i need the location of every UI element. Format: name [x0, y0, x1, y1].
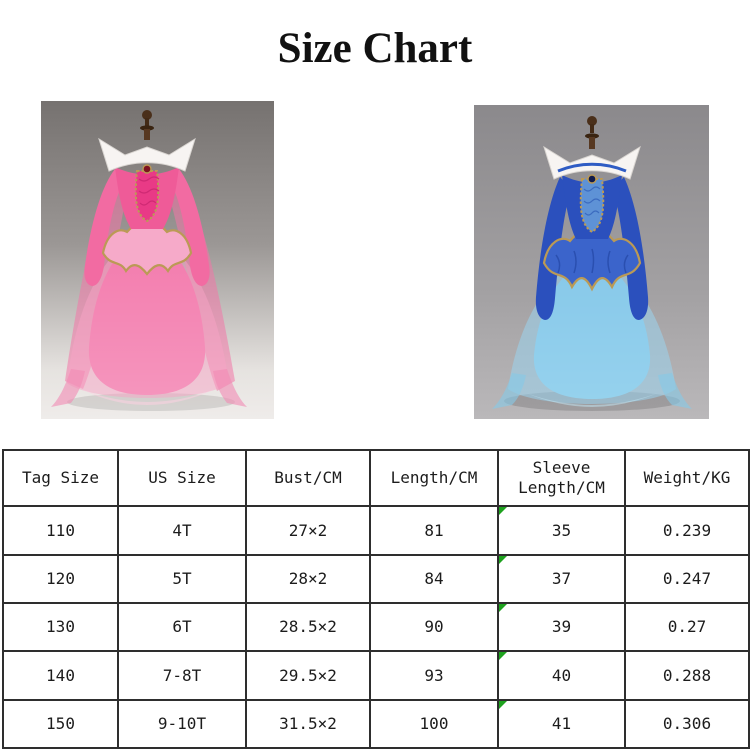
table-cell: 27×2	[245, 505, 371, 556]
table-cell: 9-10T	[117, 699, 247, 749]
table-cell: 81	[369, 505, 499, 556]
table-cell: 0.27	[624, 602, 750, 652]
col-header-sleeve: Sleeve Length/CM	[497, 449, 626, 507]
table-cell: 0.247	[624, 554, 750, 604]
brooch-gem-icon	[142, 164, 152, 174]
col-header-length: Length/CM	[369, 449, 499, 507]
table-cell: 41	[497, 699, 626, 749]
table-cell: 7-8T	[117, 650, 247, 701]
table-cell: 39	[497, 602, 626, 652]
table-cell: 140	[2, 650, 119, 701]
bodice	[115, 167, 179, 229]
table-cell: 84	[369, 554, 499, 604]
mannequin-finial-icon	[140, 110, 154, 140]
collar	[543, 145, 641, 184]
table-cell: 0.306	[624, 699, 750, 749]
product-photo-pink	[41, 101, 274, 419]
table-row: 150 9-10T 31.5×2 100 41 0.306	[2, 699, 750, 749]
table-cell: 90	[369, 602, 499, 652]
table-cell: 6T	[117, 602, 247, 652]
col-header-bust: Bust/CM	[245, 449, 371, 507]
table-cell: 0.288	[624, 650, 750, 701]
table-cell: 5T	[117, 554, 247, 604]
table-row: 130 6T 28.5×2 90 39 0.27	[2, 602, 750, 652]
blue-dress-illustration	[474, 105, 709, 419]
table-cell: 29.5×2	[245, 650, 371, 701]
table-cell: 110	[2, 505, 119, 556]
size-table: Tag Size US Size Bust/CM Length/CM Sleev…	[2, 449, 750, 749]
table-cell: 93	[369, 650, 499, 701]
table-cell: 0.239	[624, 505, 750, 556]
cell-corner-marker-icon	[499, 507, 507, 515]
table-row: 110 4T 27×2 81 35 0.239	[2, 505, 750, 556]
pink-dress-illustration	[41, 101, 274, 419]
table-cell: 130	[2, 602, 119, 652]
cell-corner-marker-icon	[499, 652, 507, 660]
page-title: Size Chart	[277, 25, 473, 72]
table-cell: 35	[497, 505, 626, 556]
table-cell: 28×2	[245, 554, 371, 604]
table-cell: 28.5×2	[245, 602, 371, 652]
table-cell: 100	[369, 699, 499, 749]
table-cell: 37	[497, 554, 626, 604]
product-photo-blue	[474, 105, 709, 419]
cell-corner-marker-icon	[499, 556, 507, 564]
table-cell: 120	[2, 554, 119, 604]
table-row: 140 7-8T 29.5×2 93 40 0.288	[2, 650, 750, 701]
table-cell: 31.5×2	[245, 699, 371, 749]
cell-corner-marker-icon	[499, 604, 507, 612]
bodice	[562, 175, 622, 239]
sleeves	[84, 169, 210, 286]
table-row: 120 5T 28×2 84 37 0.247	[2, 554, 750, 604]
col-header-weight: Weight/KG	[624, 449, 750, 507]
table-cell: 4T	[117, 505, 247, 556]
brooch-gem-icon	[587, 174, 597, 184]
col-header-tag-size: Tag Size	[2, 449, 119, 507]
col-header-us-size: US Size	[117, 449, 247, 507]
table-cell: 40	[497, 650, 626, 701]
skirt	[51, 229, 247, 407]
size-table-header-row: Tag Size US Size Bust/CM Length/CM Sleev…	[2, 449, 750, 507]
cell-corner-marker-icon	[499, 701, 507, 709]
collar	[98, 137, 196, 174]
table-cell: 150	[2, 699, 119, 749]
mannequin-finial-icon	[585, 116, 599, 149]
